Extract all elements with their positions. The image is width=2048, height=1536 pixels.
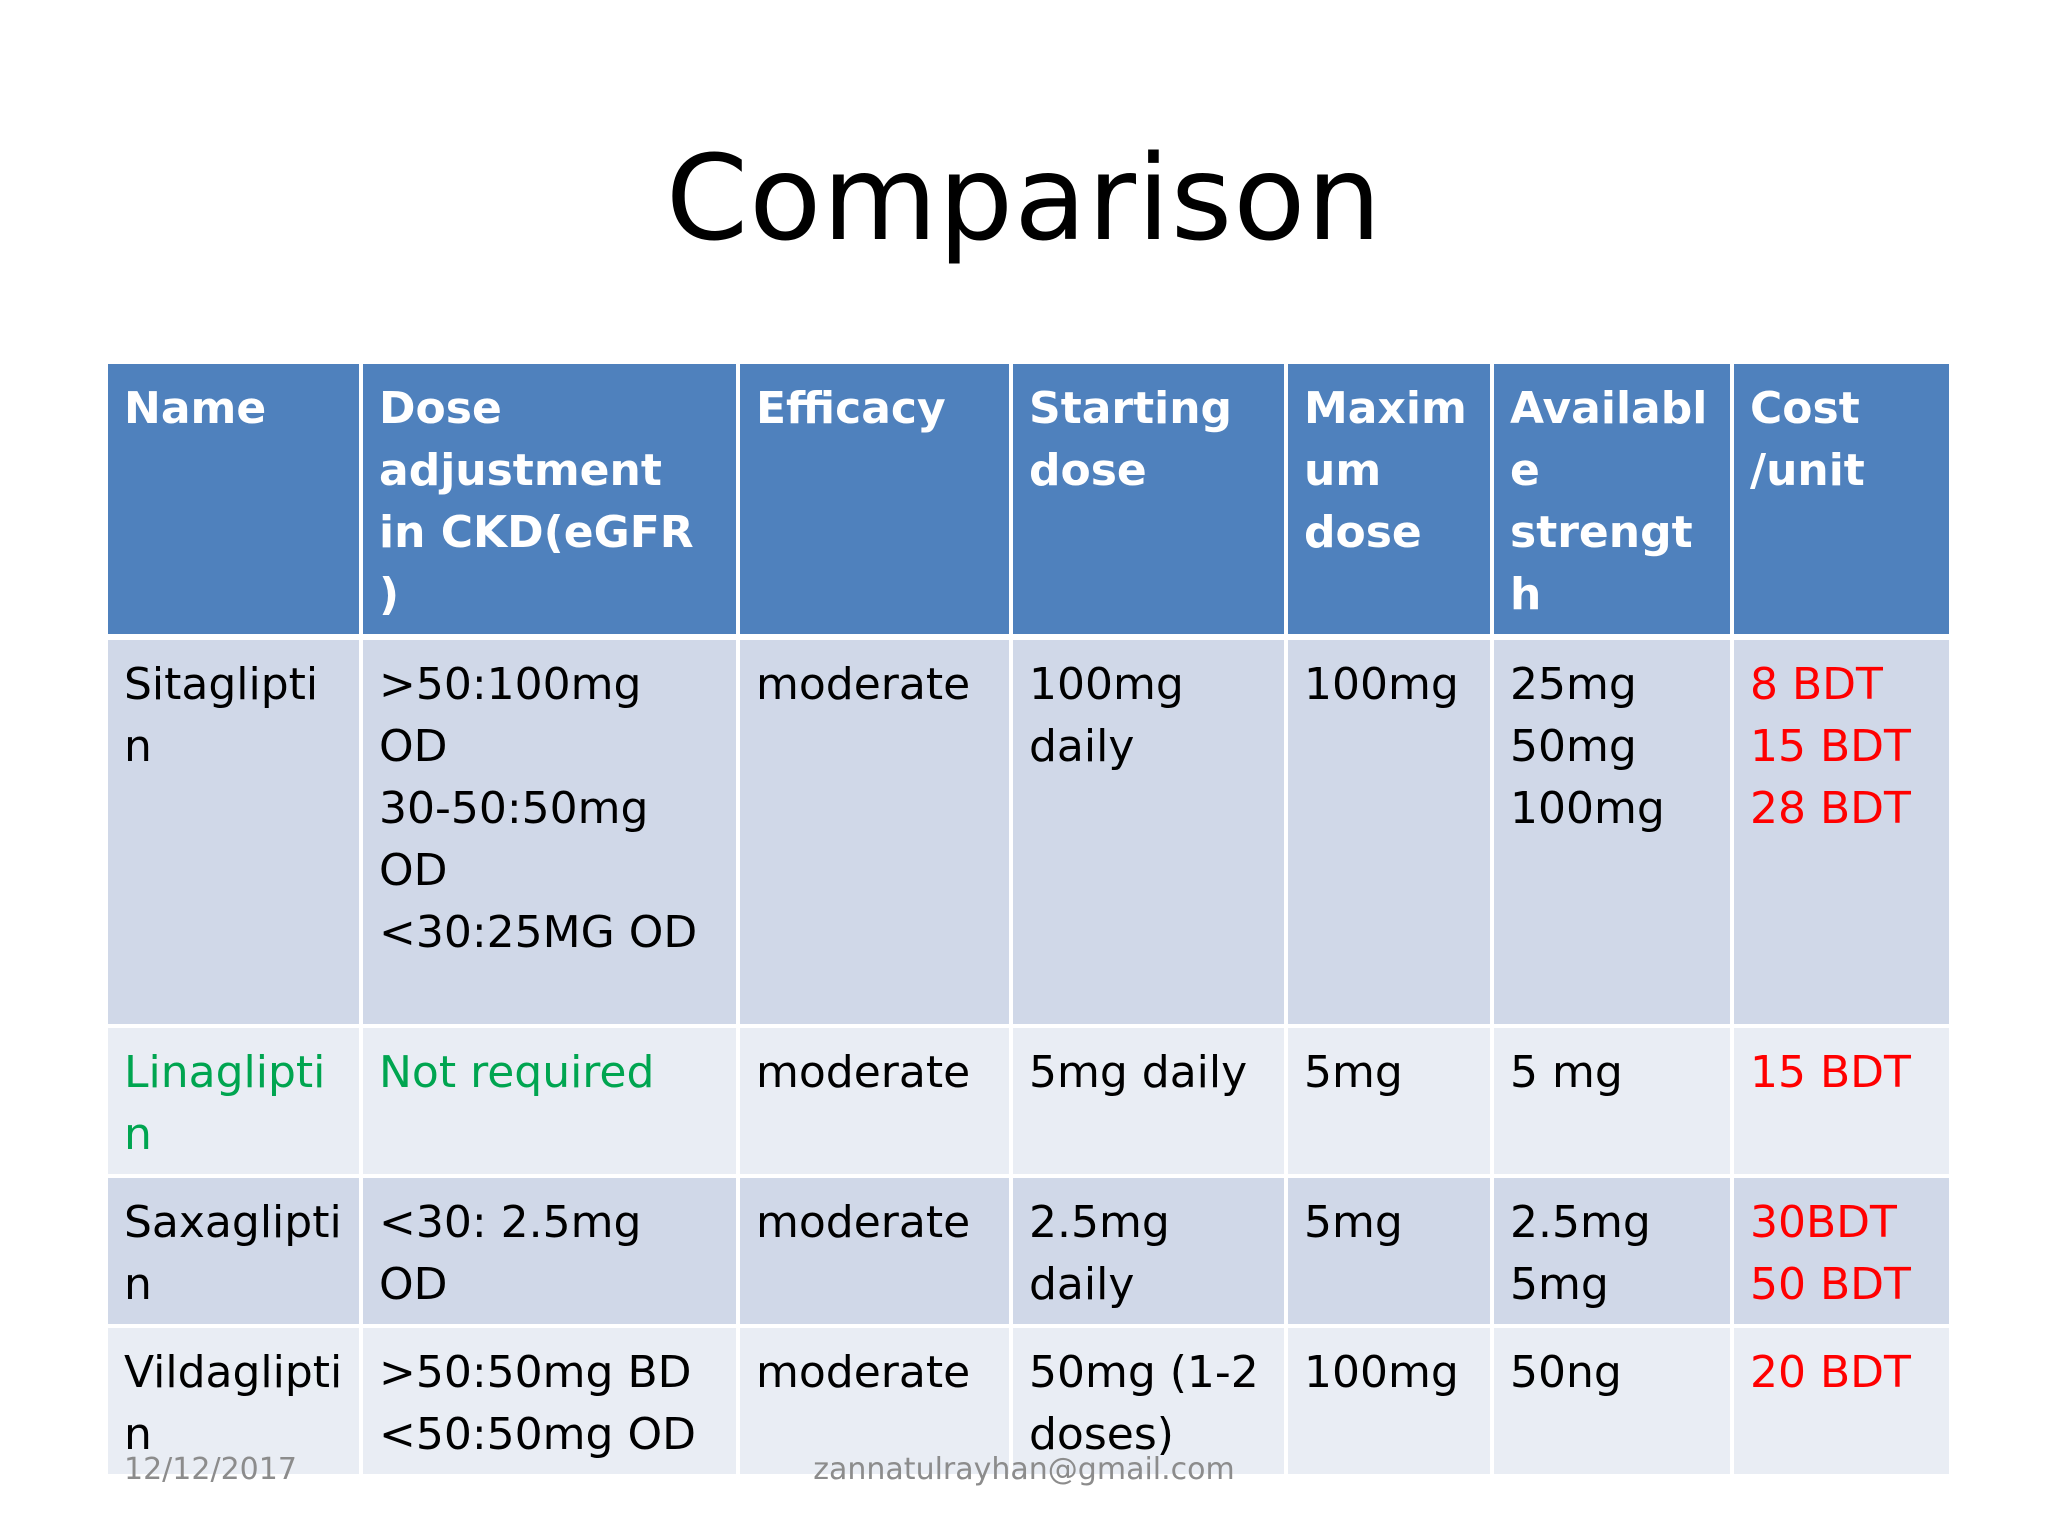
table-row: Linaglipti n Not required moderate 5mg d…	[104, 1024, 1953, 1178]
header-maximum-dose: Maxim um dose	[1284, 360, 1494, 640]
table-row: Vildaglipti n >50:50mg BD <50:50mg OD mo…	[104, 1324, 1953, 1478]
cell-cost: 8 BDT 15 BDT 28 BDT	[1730, 635, 1953, 1028]
cell-available-strength: 50ng	[1490, 1324, 1734, 1478]
cell-maximum-dose: 5mg	[1284, 1024, 1494, 1178]
header-dose-adjustment: Dose adjustment in CKD(eGFR )	[359, 360, 740, 640]
cell-cost: 30BDT 50 BDT	[1730, 1174, 1953, 1328]
cell-available-strength: 5 mg	[1490, 1024, 1734, 1178]
cell-dose-adjustment: Not required	[359, 1024, 740, 1178]
cell-maximum-dose: 100mg	[1284, 635, 1494, 1028]
cell-starting-dose: 2.5mg daily	[1009, 1174, 1288, 1328]
header-cost: Cost /unit	[1730, 360, 1953, 640]
cell-name: Saxaglipti n	[104, 1174, 363, 1328]
cell-cost: 20 BDT	[1730, 1324, 1953, 1478]
cell-maximum-dose: 100mg	[1284, 1324, 1494, 1478]
table-row: Saxaglipti n <30: 2.5mg OD moderate 2.5m…	[104, 1174, 1953, 1328]
cell-dose-adjustment: <30: 2.5mg OD	[359, 1174, 740, 1328]
cell-efficacy: moderate	[736, 635, 1013, 1028]
cell-cost: 15 BDT	[1730, 1024, 1953, 1178]
header-efficacy: Efficacy	[736, 360, 1013, 640]
cell-name: Vildaglipti n	[104, 1324, 363, 1478]
slide-title: Comparison	[665, 129, 1383, 267]
cell-starting-dose: 5mg daily	[1009, 1024, 1288, 1178]
cell-efficacy: moderate	[736, 1324, 1013, 1478]
cell-name: Linaglipti n	[104, 1024, 363, 1178]
cell-dose-adjustment: >50:50mg BD <50:50mg OD	[359, 1324, 740, 1478]
cell-efficacy: moderate	[736, 1024, 1013, 1178]
table-row: Sitagliptin >50:100mg OD 30-50:50mg OD <…	[104, 635, 1953, 1028]
cell-dose-adjustment: >50:100mg OD 30-50:50mg OD <30:25MG OD	[359, 635, 740, 1028]
cell-efficacy: moderate	[736, 1174, 1013, 1328]
footer-date: 12/12/2017	[124, 1452, 297, 1487]
header-starting-dose: Starting dose	[1009, 360, 1288, 640]
cell-starting-dose: 100mg daily	[1009, 635, 1288, 1028]
cell-name: Sitagliptin	[104, 635, 363, 1028]
cell-available-strength: 2.5mg 5mg	[1490, 1174, 1734, 1328]
header-name: Name	[104, 360, 363, 640]
comparison-table: Name Dose adjustment in CKD(eGFR ) Effic…	[104, 360, 1953, 1478]
cell-starting-dose: 50mg (1-2 doses)	[1009, 1324, 1288, 1478]
cell-available-strength: 25mg 50mg 100mg	[1490, 635, 1734, 1028]
table-header-row: Name Dose adjustment in CKD(eGFR ) Effic…	[104, 360, 1953, 640]
header-available-strength: Available strength	[1490, 360, 1734, 640]
footer-email: zannatulrayhan@gmail.com	[813, 1452, 1235, 1487]
cell-maximum-dose: 5mg	[1284, 1174, 1494, 1328]
